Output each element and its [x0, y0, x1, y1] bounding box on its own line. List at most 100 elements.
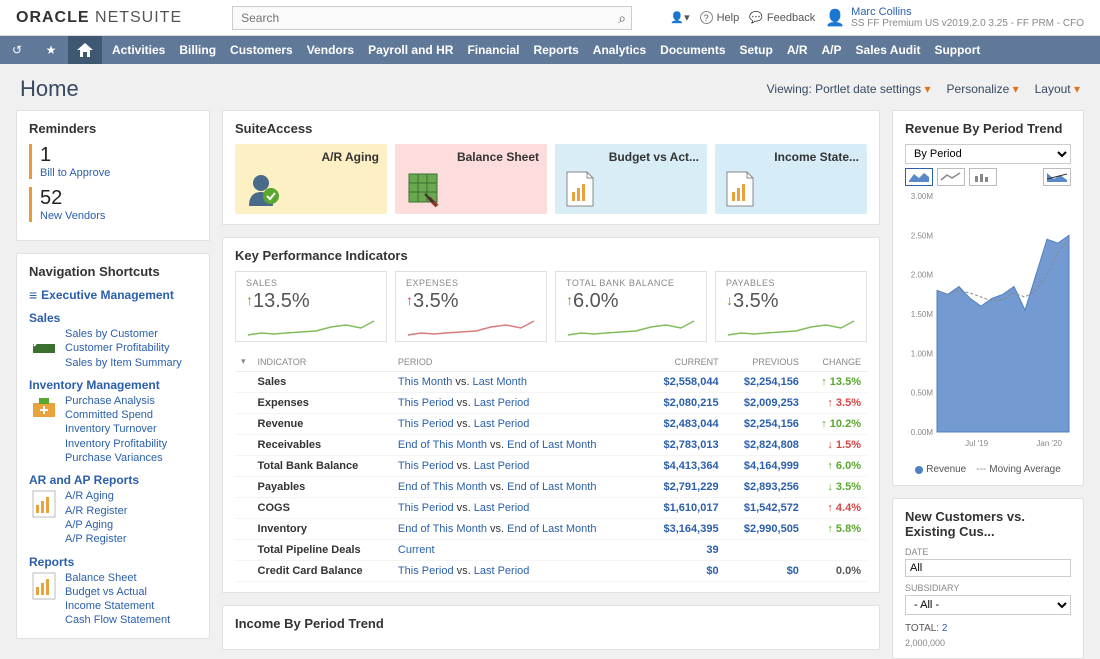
history-icon[interactable]: ↺ — [0, 36, 34, 64]
nav-setup[interactable]: Setup — [740, 43, 773, 57]
shortcut-link[interactable]: A/P Aging — [65, 518, 127, 532]
period-link[interactable]: End of Last Month — [507, 481, 596, 493]
nav-customers[interactable]: Customers — [230, 43, 293, 57]
suite-tile-icon — [243, 168, 283, 208]
shortcut-link[interactable]: A/R Register — [65, 504, 127, 518]
nav-activities[interactable]: Activities — [112, 43, 165, 57]
nav-payroll-and-hr[interactable]: Payroll and HR — [368, 43, 453, 57]
period-link[interactable]: This Period — [398, 565, 454, 577]
subsidiary-select[interactable]: - All - — [905, 595, 1071, 615]
nav-documents[interactable]: Documents — [660, 43, 725, 57]
period-link[interactable]: Last Month — [473, 376, 527, 388]
revenue-period-select[interactable]: By Period — [905, 144, 1071, 164]
shortcut-link[interactable]: Sales by Customer — [65, 327, 182, 341]
shortcut-link[interactable]: Customer Profitability — [65, 341, 182, 355]
suite-tile[interactable]: Income State... — [715, 144, 867, 214]
kpi-box: EXPENSES↑3.5% — [395, 271, 547, 342]
kpi-label: SALES — [246, 278, 376, 288]
reminders-card: Reminders 1Bill to Approve52New Vendors — [16, 110, 210, 241]
shortcut-link[interactable]: Budget vs Actual — [65, 585, 170, 599]
period-link[interactable]: Last Period — [474, 460, 530, 472]
shortcut-icon — [29, 571, 59, 601]
period-link[interactable]: End of Last Month — [507, 523, 596, 535]
assist-icon[interactable]: 👤▾ — [670, 11, 689, 24]
suite-tile[interactable]: Balance Sheet — [395, 144, 547, 214]
period-link[interactable]: Last Period — [474, 397, 530, 409]
kpi-label: TOTAL BANK BALANCE — [566, 278, 696, 288]
chart-type-line-icon[interactable] — [937, 168, 965, 186]
nav-analytics[interactable]: Analytics — [593, 43, 646, 57]
shortcut-link[interactable]: Inventory Turnover — [65, 422, 167, 436]
user-menu[interactable]: 👤 Marc Collins SS FF Premium US v2019.2.… — [825, 6, 1084, 29]
suite-tile[interactable]: A/R Aging — [235, 144, 387, 214]
period-link[interactable]: End of Last Month — [507, 439, 596, 451]
nav-reports[interactable]: Reports — [533, 43, 578, 57]
period-link[interactable]: Last Period — [474, 565, 530, 577]
period-link[interactable]: This Period — [398, 460, 454, 472]
total-value[interactable]: 2 — [942, 623, 948, 634]
shortcut-link[interactable]: Cash Flow Statement — [65, 613, 170, 627]
period-link[interactable]: End of This Month — [398, 481, 487, 493]
period-link[interactable]: Last Period — [474, 502, 530, 514]
nav-financial[interactable]: Financial — [467, 43, 519, 57]
star-icon[interactable]: ★ — [34, 36, 68, 64]
nav-vendors[interactable]: Vendors — [307, 43, 354, 57]
nav-a-p[interactable]: A/P — [822, 43, 842, 57]
suite-tile[interactable]: Budget vs Act... — [555, 144, 707, 214]
feedback-link[interactable]: 💬Feedback — [749, 11, 815, 24]
page-opt[interactable]: Layout — [1035, 82, 1080, 96]
kpi-box: PAYABLES↓3.5% — [715, 271, 867, 342]
home-icon[interactable] — [68, 36, 102, 64]
help-link[interactable]: ?Help — [700, 11, 740, 24]
date-input[interactable] — [905, 559, 1071, 577]
brand-logo: ORACLE NETSUITE — [16, 9, 182, 27]
page-opt[interactable]: Personalize — [947, 82, 1019, 96]
shortcut-cat[interactable]: Reports — [29, 555, 197, 569]
shortcut-link[interactable]: Committed Spend — [65, 408, 167, 422]
shortcut-link[interactable]: Purchase Variances — [65, 451, 167, 465]
shortcut-link[interactable]: Income Statement — [65, 599, 170, 613]
shortcut-link[interactable]: A/R Aging — [65, 489, 127, 503]
nav-sales-audit[interactable]: Sales Audit — [856, 43, 921, 57]
chart-type-bar-icon[interactable] — [969, 168, 997, 186]
nav-a-r[interactable]: A/R — [787, 43, 808, 57]
suite-tile-title: A/R Aging — [321, 150, 379, 164]
svg-text:1.50M: 1.50M — [911, 310, 934, 319]
kpi-card: Key Performance Indicators SALES↑13.5%EX… — [222, 237, 880, 593]
shortcut-cat[interactable]: AR and AP Reports — [29, 473, 197, 487]
user-name: Marc Collins — [851, 6, 1084, 18]
nav-billing[interactable]: Billing — [179, 43, 216, 57]
shortcut-link[interactable]: Balance Sheet — [65, 571, 170, 585]
period-link[interactable]: This Period — [398, 502, 454, 514]
reminder-link[interactable]: New Vendors — [40, 210, 197, 222]
period-link[interactable]: Last Period — [474, 418, 530, 430]
period-link[interactable]: This Period — [398, 397, 454, 409]
search-input[interactable] — [232, 6, 632, 30]
kpi-value: ↓3.5% — [726, 290, 856, 313]
chart-type-combo-icon[interactable] — [1043, 168, 1071, 186]
shortcut-cat[interactable]: Inventory Management — [29, 378, 197, 392]
period-link[interactable]: End of This Month — [398, 523, 487, 535]
page-opt[interactable]: Viewing: Portlet date settings — [767, 82, 931, 96]
sparkline — [566, 315, 696, 337]
legend-moving-avg: ---Moving Average — [976, 464, 1061, 475]
nc-axis-label: 2,000,000 — [905, 638, 1071, 648]
nav-support[interactable]: Support — [934, 43, 980, 57]
shortcut-link[interactable]: Inventory Profitability — [65, 437, 167, 451]
shortcut-link[interactable]: A/P Register — [65, 532, 127, 546]
period-link[interactable]: Current — [398, 544, 435, 556]
period-link[interactable]: This Period — [398, 418, 454, 430]
svg-text:Jan '20: Jan '20 — [1036, 439, 1062, 448]
kpi-value: ↑3.5% — [406, 290, 536, 313]
chart-type-area-icon[interactable] — [905, 168, 933, 186]
search-icon[interactable]: ⌕ — [618, 10, 626, 27]
income-trend-card: Income By Period Trend — [222, 605, 880, 650]
suite-tile-icon — [403, 168, 443, 208]
period-link[interactable]: This Month — [398, 376, 452, 388]
period-link[interactable]: End of This Month — [398, 439, 487, 451]
shortcut-link[interactable]: Sales by Item Summary — [65, 356, 182, 370]
exec-management-link[interactable]: ≡Executive Management — [29, 287, 197, 303]
reminder-link[interactable]: Bill to Approve — [40, 167, 197, 179]
shortcut-cat[interactable]: Sales — [29, 311, 197, 325]
shortcut-link[interactable]: Purchase Analysis — [65, 394, 167, 408]
